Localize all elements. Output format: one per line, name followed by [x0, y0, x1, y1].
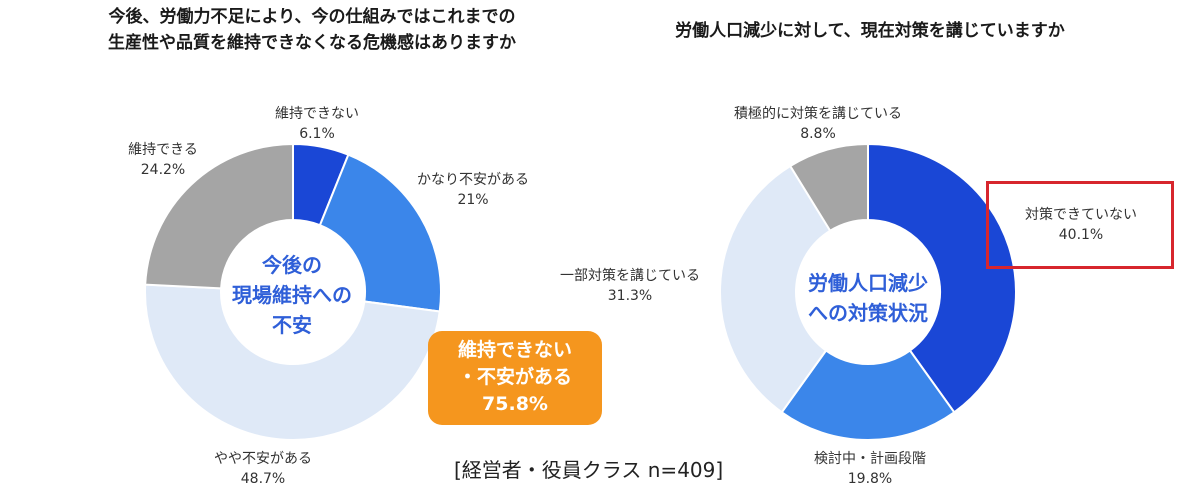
sample-footnote: [経営者・役員クラス n=409] [454, 458, 724, 482]
left-title-line-1: 今後、労働力不足により、今の仕組みではこれまでの [108, 7, 516, 27]
left-center-line-3: 不安 [272, 313, 312, 337]
slice-name: 一部対策を講じている [560, 268, 700, 284]
right-label-no-measures: 対策できていない 40.1% [996, 205, 1166, 245]
slice-value: 40.1% [1058, 227, 1104, 243]
right-donut-center-label: 労働人口減少 への対策状況 [788, 268, 948, 328]
left-label-can-maintain: 維持できる 24.2% [108, 140, 218, 180]
left-donut-slice-1 [318, 153, 442, 313]
right-donut-slice-3 [788, 142, 869, 233]
slice-name: 検討中・計画段階 [814, 451, 926, 467]
slice-value: 24.2% [140, 162, 186, 178]
right-donut-slice-2 [719, 164, 832, 414]
right-donut-slice-1 [780, 349, 956, 441]
slice-name: 対策できていない [1025, 207, 1137, 223]
slice-value: 19.8% [847, 471, 893, 487]
left-donut-slice-3 [144, 142, 294, 290]
slice-value: 48.7% [240, 471, 286, 487]
right-center-line-1: 労働人口減少 [808, 271, 928, 295]
slice-value: 31.3% [607, 288, 653, 304]
left-chart-title: 今後、労働力不足により、今の仕組みではこれまでの 生産性や品質を維持できなくなる… [72, 4, 552, 56]
callout-line-3: 75.8% [482, 393, 548, 415]
left-center-line-2: 現場維持への [232, 283, 352, 307]
slice-name: 積極的に対策を講じている [734, 106, 902, 122]
callout-line-2: ・不安がある [457, 366, 572, 388]
highlight-box [986, 181, 1174, 269]
left-center-line-1: 今後の [262, 253, 322, 277]
slice-name: 維持できない [275, 106, 359, 122]
left-title-line-2: 生産性や品質を維持できなくなる危機感はありますか [108, 33, 516, 53]
slice-value: 21% [457, 192, 489, 208]
right-center-line-2: への対策状況 [808, 301, 928, 325]
right-chart-title: 労働人口減少に対して、現在対策を講じていますか [675, 21, 1065, 41]
left-label-quite-anxious: かなり不安がある 21% [398, 170, 548, 210]
right-label-active-measures: 積極的に対策を講じている 8.8% [703, 104, 933, 144]
slice-value: 6.1% [299, 126, 335, 142]
callout-line-1: 維持できない [457, 339, 572, 361]
summary-callout: 維持できない ・不安がある 75.8% [428, 331, 602, 425]
slice-value: 8.8% [800, 126, 836, 142]
slice-name: かなり不安がある [417, 172, 529, 188]
slice-name: やや不安がある [214, 451, 312, 467]
left-donut-center-label: 今後の 現場維持への 不安 [222, 250, 362, 340]
slice-name: 維持できる [128, 142, 198, 158]
left-label-somewhat-anxious: やや不安がある 48.7% [208, 449, 318, 489]
left-label-cannot-maintain: 維持できない 6.1% [262, 104, 372, 144]
right-label-partial-measures: 一部対策を講じている 31.3% [540, 266, 720, 306]
right-label-under-consideration: 検討中・計画段階 19.8% [790, 449, 950, 489]
left-donut-slice-2 [144, 283, 441, 441]
right-donut-slice-0 [867, 142, 1017, 414]
